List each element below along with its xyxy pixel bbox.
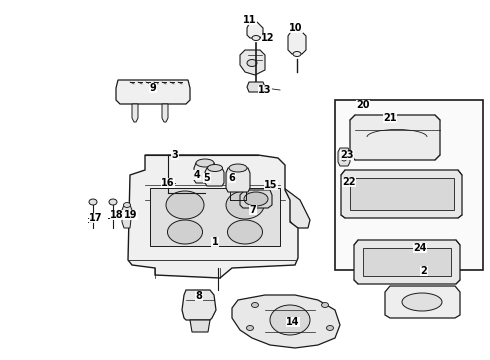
Polygon shape <box>288 30 306 54</box>
Text: 19: 19 <box>124 210 138 220</box>
Text: 11: 11 <box>243 15 257 25</box>
Ellipse shape <box>229 164 247 172</box>
Ellipse shape <box>402 293 442 311</box>
Polygon shape <box>247 22 263 38</box>
Text: 10: 10 <box>289 23 303 33</box>
Text: 22: 22 <box>342 177 356 187</box>
Text: 5: 5 <box>204 173 210 183</box>
Ellipse shape <box>227 220 263 244</box>
Polygon shape <box>341 170 462 218</box>
Ellipse shape <box>246 325 253 330</box>
Ellipse shape <box>109 199 117 205</box>
Polygon shape <box>132 104 138 122</box>
Ellipse shape <box>293 51 301 57</box>
Text: 13: 13 <box>258 85 272 95</box>
Polygon shape <box>338 148 350 166</box>
Text: 2: 2 <box>420 266 427 276</box>
Text: 6: 6 <box>229 173 235 183</box>
Ellipse shape <box>207 165 222 171</box>
Polygon shape <box>128 155 298 278</box>
Polygon shape <box>240 190 272 208</box>
Text: 14: 14 <box>286 317 300 327</box>
Polygon shape <box>247 82 265 92</box>
Ellipse shape <box>326 325 334 330</box>
Ellipse shape <box>226 191 264 219</box>
Text: 24: 24 <box>413 243 427 253</box>
Text: 7: 7 <box>249 205 256 215</box>
Text: 9: 9 <box>149 83 156 93</box>
Ellipse shape <box>252 36 260 41</box>
Polygon shape <box>205 168 224 186</box>
Text: 21: 21 <box>383 113 397 123</box>
Bar <box>335 100 483 270</box>
Bar <box>363 248 451 276</box>
Text: 20: 20 <box>356 100 370 110</box>
Text: 3: 3 <box>172 150 178 160</box>
Polygon shape <box>385 286 460 318</box>
Text: 17: 17 <box>89 213 103 223</box>
Text: 12: 12 <box>261 33 275 43</box>
Ellipse shape <box>321 302 328 307</box>
Polygon shape <box>354 240 460 284</box>
Polygon shape <box>240 50 265 75</box>
Polygon shape <box>162 104 168 122</box>
Polygon shape <box>182 290 216 320</box>
Polygon shape <box>226 168 250 192</box>
Polygon shape <box>116 80 190 104</box>
Text: 8: 8 <box>196 291 202 301</box>
Polygon shape <box>350 115 440 160</box>
Ellipse shape <box>166 191 204 219</box>
Text: 23: 23 <box>340 150 354 160</box>
Ellipse shape <box>247 59 257 67</box>
Ellipse shape <box>89 199 97 205</box>
Ellipse shape <box>196 159 214 167</box>
Text: 4: 4 <box>194 170 200 180</box>
Text: 1: 1 <box>212 237 219 247</box>
Polygon shape <box>190 320 210 332</box>
Ellipse shape <box>168 220 202 244</box>
Polygon shape <box>268 175 310 228</box>
Bar <box>350 178 454 210</box>
Polygon shape <box>122 205 132 228</box>
Polygon shape <box>194 163 216 183</box>
Text: 18: 18 <box>110 210 124 220</box>
Ellipse shape <box>341 153 347 161</box>
Bar <box>150 188 280 246</box>
Polygon shape <box>232 295 340 348</box>
Text: 16: 16 <box>161 178 175 188</box>
Ellipse shape <box>270 305 310 335</box>
Text: 15: 15 <box>264 180 278 190</box>
Ellipse shape <box>244 192 268 206</box>
Ellipse shape <box>251 302 259 307</box>
Ellipse shape <box>123 202 130 207</box>
